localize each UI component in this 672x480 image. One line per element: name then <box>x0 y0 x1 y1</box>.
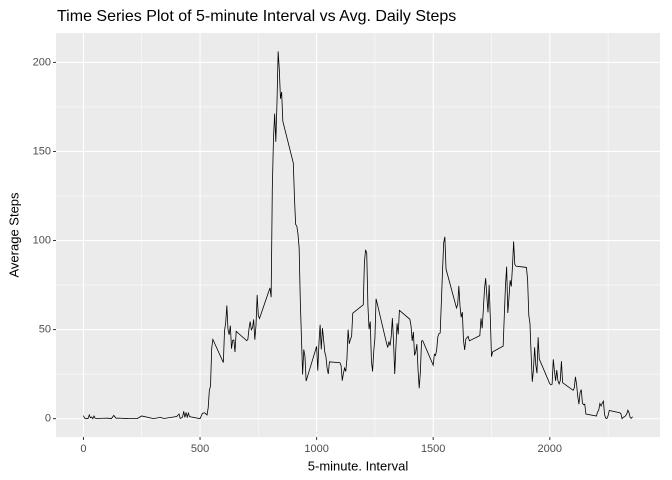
x-tick-label: 0 <box>80 443 86 455</box>
x-tick-label: 2000 <box>538 443 562 455</box>
y-tick-label: 200 <box>33 56 51 68</box>
y-tick-label: 150 <box>33 145 51 157</box>
x-tick-label: 1500 <box>421 443 445 455</box>
line <box>83 51 633 420</box>
y-axis-title: Average Steps <box>6 192 21 278</box>
y-tick-label: 0 <box>45 413 51 425</box>
x-axis-title: 5-minute. Interval <box>308 458 409 473</box>
chart-title: Time Series Plot of 5-minute Interval vs… <box>57 8 456 25</box>
y-tick-label: 50 <box>39 323 51 335</box>
plot-panel <box>56 33 660 437</box>
y-tick-label: 100 <box>33 234 51 246</box>
x-tick-label: 500 <box>191 443 209 455</box>
x-tick-label: 1000 <box>304 443 328 455</box>
